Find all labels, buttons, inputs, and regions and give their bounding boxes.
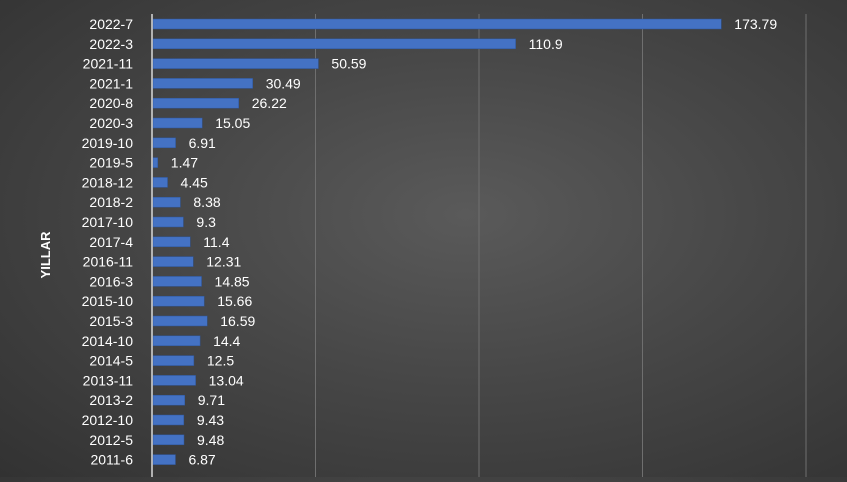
bar-2018-12 (152, 177, 168, 188)
value-label: 12.31 (206, 254, 241, 270)
bar-2018-2 (152, 196, 181, 208)
value-label: 14.4 (213, 333, 240, 349)
bar-2019-10 (152, 137, 176, 149)
category-label: 2017-10 (82, 214, 134, 230)
category-label: 2015-10 (82, 293, 134, 309)
value-label: 9.71 (198, 392, 225, 408)
bar-2017-4 (152, 236, 191, 248)
value-label: 30.49 (266, 75, 301, 91)
bar-2015-10 (152, 295, 205, 307)
category-label: 2022-7 (89, 16, 133, 32)
category-label: 2020-3 (89, 115, 133, 131)
bar-2020-8 (152, 97, 239, 109)
bar-2021-11 (152, 58, 319, 69)
bar-2022-3 (152, 38, 516, 50)
value-label: 9.48 (197, 432, 224, 448)
value-label: 9.3 (196, 214, 216, 230)
category-label: 2016-11 (83, 254, 134, 270)
bar-2016-11 (152, 256, 194, 267)
bar-2013-2 (152, 394, 186, 406)
bar-2014-10 (152, 335, 201, 347)
category-label: 2013-2 (89, 392, 133, 408)
category-label: 2011-6 (90, 452, 133, 468)
bar-2017-10 (152, 216, 184, 228)
value-label: 4.45 (181, 174, 208, 190)
value-label: 14.85 (215, 273, 250, 289)
value-label: 12.5 (207, 353, 234, 369)
value-label: 1.47 (171, 155, 198, 171)
value-label: 15.05 (215, 115, 250, 131)
category-label: 2014-5 (89, 353, 133, 369)
value-label: 173.79 (734, 16, 777, 32)
category-label: 2022-3 (89, 36, 133, 52)
value-label: 15.66 (217, 293, 252, 309)
category-label: 2012-5 (89, 432, 133, 448)
bar-2015-3 (152, 315, 208, 327)
category-label: 2015-3 (89, 313, 133, 329)
value-label: 9.43 (197, 412, 224, 428)
y-axis-title: YILLAR (38, 231, 53, 279)
bar-2012-10 (152, 414, 185, 426)
value-label: 6.91 (189, 135, 216, 151)
category-label: 2020-8 (89, 95, 133, 111)
category-label: 2019-5 (89, 155, 133, 171)
value-label: 6.87 (188, 452, 215, 468)
value-label: 50.59 (331, 56, 366, 72)
category-label: 2012-10 (82, 412, 134, 428)
category-label: 2021-11 (83, 56, 134, 72)
category-label: 2018-12 (82, 174, 134, 190)
bar-2019-5 (152, 157, 159, 168)
bar-2014-5 (152, 355, 195, 366)
category-label: 2018-2 (89, 194, 133, 210)
value-label: 16.59 (220, 313, 255, 329)
value-label: 13.04 (209, 372, 244, 388)
category-label: 2016-3 (89, 273, 133, 289)
bar-2020-3 (152, 117, 203, 129)
value-label: 110.9 (529, 36, 563, 52)
bars (152, 18, 722, 465)
bar-2011-6 (152, 454, 176, 465)
bar-2022-7 (152, 18, 722, 30)
gridlines (315, 14, 807, 477)
category-label: 2019-10 (82, 135, 134, 151)
category-label: 2014-10 (82, 333, 134, 349)
value-label: 8.38 (193, 194, 220, 210)
category-label: 2017-4 (89, 234, 133, 250)
bar-2013-11 (152, 375, 196, 386)
value-label: 11.4 (203, 234, 229, 250)
category-label: 2013-11 (83, 372, 134, 388)
category-label: 2021-1 (89, 75, 133, 91)
bar-2016-3 (152, 276, 202, 287)
bar-2012-5 (152, 434, 185, 446)
bar-2021-1 (152, 78, 253, 89)
value-label: 26.22 (252, 95, 287, 111)
labels: 2022-7 173.79 2022-3 110.9 2021-11 50.59 2021-… (82, 16, 778, 468)
